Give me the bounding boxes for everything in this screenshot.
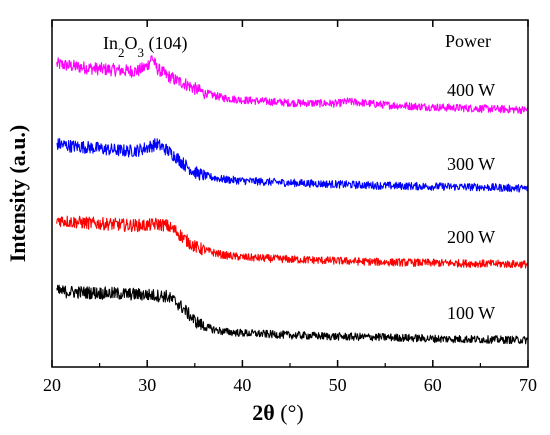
y-axis-title: Intensity (a.u.): [5, 125, 30, 263]
labels-layer: 20 30 40 50 60 70 2θ (°) Intensity (a.u.) Power 4…: [5, 31, 537, 425]
series-line-200w: [56, 215, 529, 269]
legend-title: Power: [445, 31, 491, 51]
x-tick-label: 40: [233, 375, 251, 395]
series-line-100w: [56, 284, 529, 345]
x-tick-label: 50: [329, 375, 347, 395]
x-tick-label: 60: [424, 375, 442, 395]
annotation-subscript-2: 3: [138, 45, 145, 60]
x-tick-label: 70: [519, 375, 537, 395]
x-tick-label: 30: [138, 375, 156, 395]
x-axis-title: 2θ (°): [252, 400, 303, 425]
x-tick-label: 20: [43, 375, 61, 395]
axes-layer: [51, 19, 529, 368]
x-axis-unit: (°): [275, 400, 304, 425]
annotation-mid: O: [125, 33, 138, 53]
peak-annotation: In2O3 (104): [103, 33, 188, 60]
annotation-prefix: In: [103, 33, 118, 53]
annotation-suffix: (104): [144, 33, 188, 54]
annotation-subscript-1: 2: [118, 45, 125, 60]
series-line-400w: [56, 55, 529, 115]
series-label-300w: 300 W: [447, 154, 495, 174]
series-label-100w: 100 W: [447, 303, 495, 323]
series-layer: [56, 55, 529, 345]
series-label-200w: 200 W: [447, 227, 495, 247]
series-label-400w: 400 W: [447, 80, 495, 100]
series-line-300w: [56, 138, 529, 193]
